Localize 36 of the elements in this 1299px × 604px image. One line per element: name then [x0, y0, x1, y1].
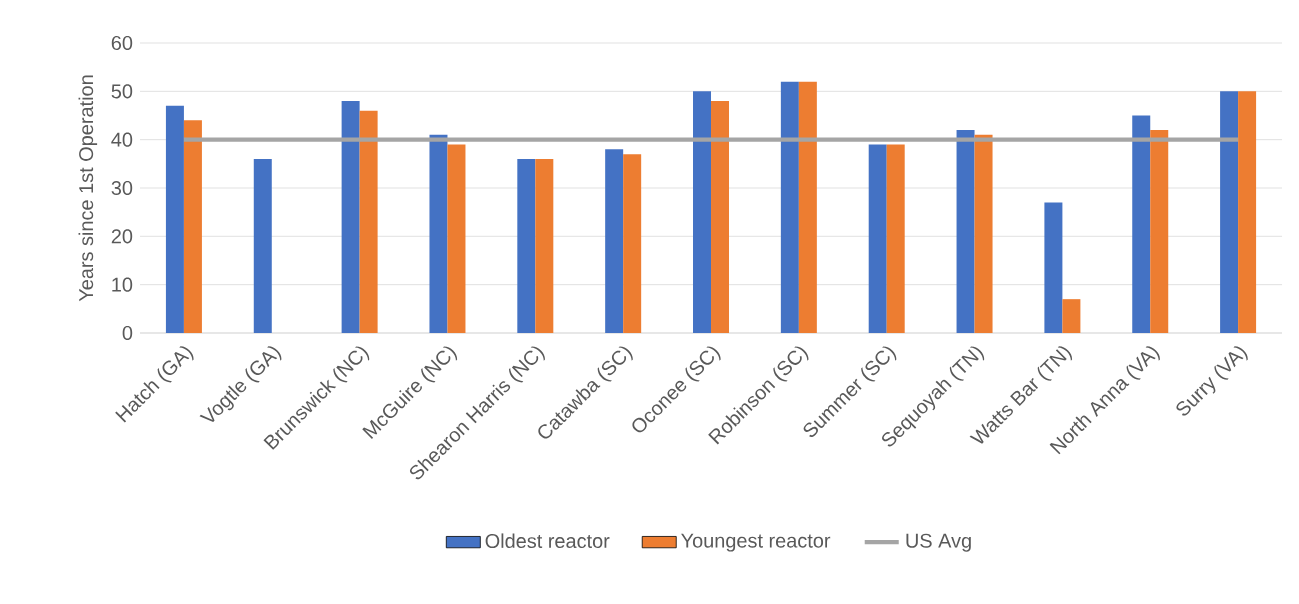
y-tick-label: 20 — [111, 229, 133, 244]
bar — [1132, 115, 1151, 333]
bar — [711, 101, 730, 333]
y-tick-label: 40 — [111, 132, 133, 147]
bar — [165, 105, 184, 333]
bar — [447, 144, 466, 333]
bar — [780, 81, 799, 333]
bar — [1220, 91, 1239, 333]
bar — [605, 149, 624, 333]
y-axis-title: Years since 1st Operation — [78, 75, 98, 302]
bar — [1062, 299, 1081, 333]
bar — [429, 134, 448, 333]
legend-label: US Avg — [906, 533, 971, 552]
y-tick-label: 0 — [122, 325, 133, 341]
bar — [798, 81, 817, 333]
legend-label: Oldest reactor — [485, 533, 610, 549]
y-tick-label: 30 — [111, 180, 133, 196]
y-tick-label: 60 — [111, 35, 133, 51]
bar — [623, 154, 642, 333]
legend-label: Youngest reactor — [681, 533, 831, 552]
bar — [183, 120, 202, 333]
bar — [535, 159, 554, 333]
bar — [359, 110, 378, 333]
bar — [517, 159, 536, 333]
bar — [253, 159, 272, 333]
y-tick-label: 50 — [111, 84, 133, 99]
bar — [956, 130, 975, 333]
bar — [886, 144, 905, 333]
bar — [1150, 130, 1169, 333]
bar — [693, 91, 712, 333]
bar — [974, 134, 993, 333]
y-tick-label: 10 — [112, 277, 133, 292]
bar — [868, 144, 887, 333]
bar — [341, 101, 360, 333]
bar — [1238, 91, 1257, 333]
bar — [1044, 202, 1063, 333]
